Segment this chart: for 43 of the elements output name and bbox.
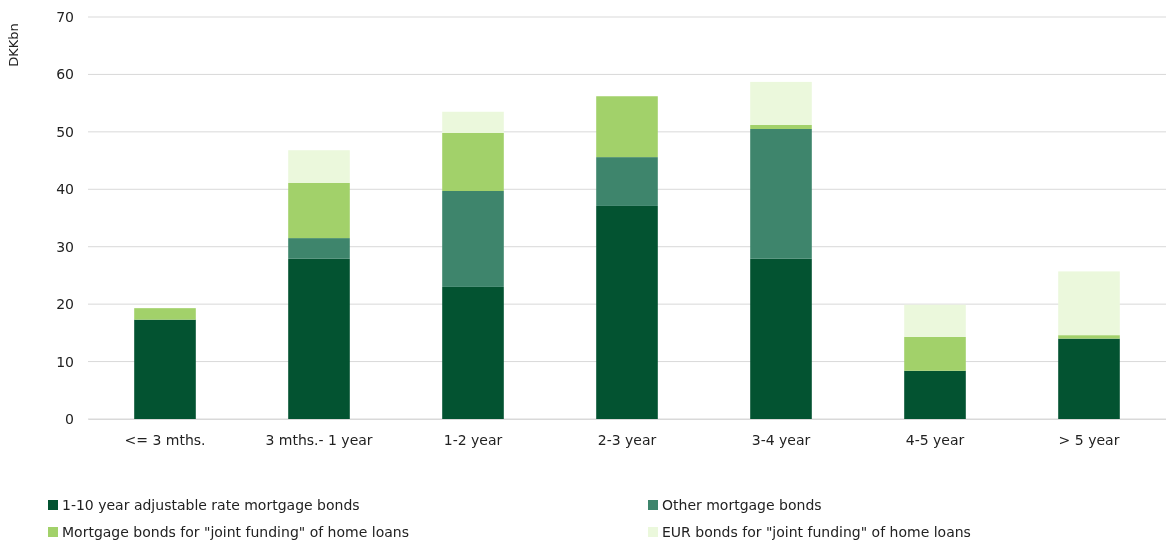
y-axis-title: DKKbn [6,23,21,67]
y-tick-label: 0 [65,410,74,427]
x-tick-label: 2-3 year [597,431,657,448]
bar [596,96,658,158]
legend-label: 1-10 year adjustable rate mortgage bonds [62,496,360,513]
y-tick-label: 30 [56,238,74,255]
y-tick-label: 40 [56,181,74,198]
bar [750,124,812,129]
bar [442,133,504,192]
legend-label: EUR bonds for "joint funding" of home loans [662,523,971,540]
bar [904,370,966,419]
bar [1058,335,1120,339]
bar [442,191,504,287]
bar [750,81,812,125]
bar [750,258,812,419]
y-tick-label: 50 [56,123,74,140]
bar [596,157,658,206]
bar [1058,271,1120,336]
bar [134,308,196,320]
x-tick-label: 3-4 year [751,431,811,448]
bar [442,286,504,419]
y-tick-label: 20 [56,296,74,313]
bar [904,336,966,371]
bar [288,258,350,419]
x-tick-label: 4-5 year [905,431,965,448]
x-tick-label: > 5 year [1058,431,1120,448]
bar [1058,338,1120,419]
bar [134,319,196,419]
bar [904,304,966,337]
y-tick-label: 60 [56,66,74,83]
bar [596,205,658,419]
legend-label: Other mortgage bonds [662,496,822,513]
x-tick-label: 3 mths.- 1 year [265,431,373,448]
legend-label: Mortgage bonds for "joint funding" of home loans [62,523,409,540]
x-tick-label: <= 3 mths. [124,431,206,448]
y-tick-label: 10 [56,353,74,370]
bar [750,128,812,259]
bar [288,182,350,239]
y-tick-label: 70 [56,8,74,25]
bar [288,150,350,183]
bar [442,111,504,134]
x-tick-label: 1-2 year [443,431,503,448]
bar [288,238,350,259]
